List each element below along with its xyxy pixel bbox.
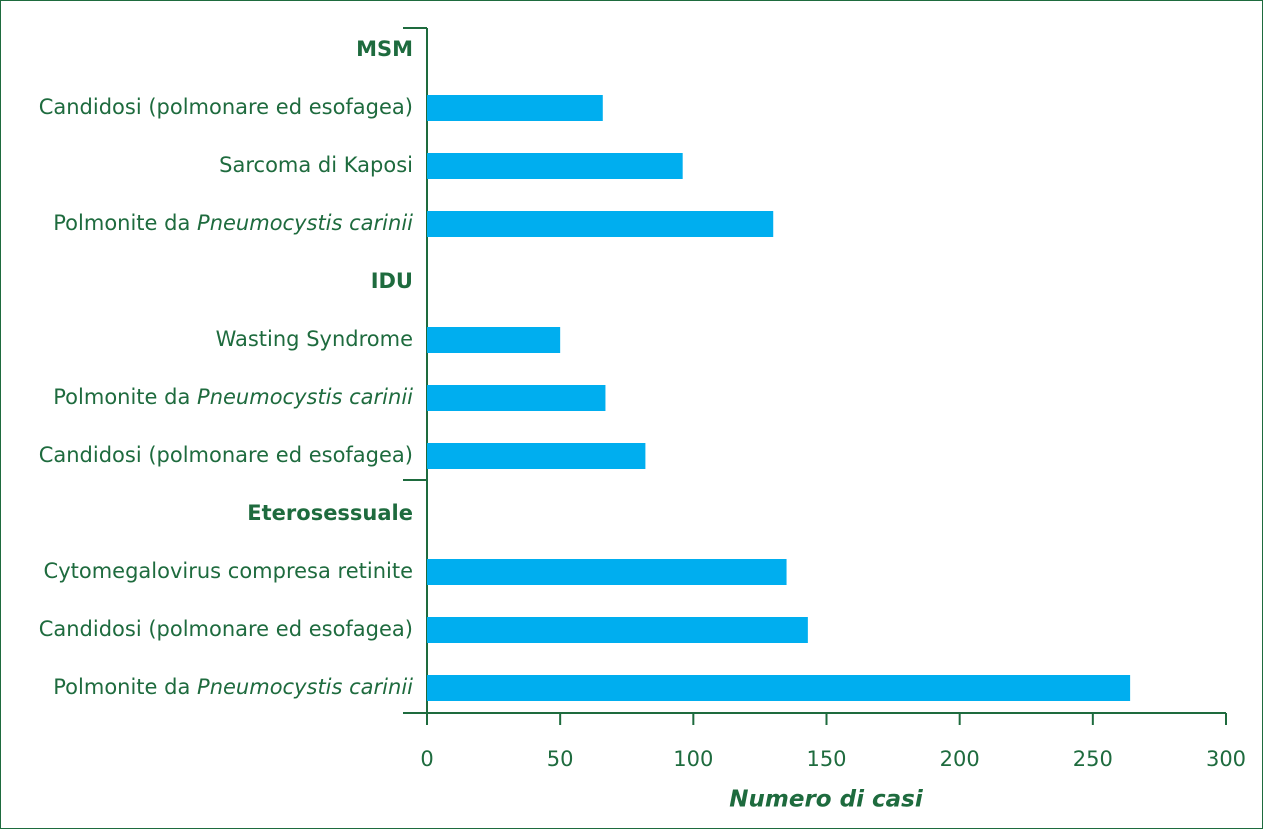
x-tick-label: 250 [1073,747,1113,771]
x-tick-label: 300 [1206,747,1246,771]
label-part: Polmonite da [53,211,190,235]
label-part: Pneumocystis carinii [197,211,413,235]
x-tick-label: 200 [940,747,980,771]
x-axis-label: Numero di casi [729,787,924,813]
bar [427,617,808,643]
y-tick-label: Polmonite da Pneumocystis carinii [53,385,413,409]
label-part: Polmonite da [53,385,190,409]
bar [427,385,606,411]
y-tick-label: Wasting Syndrome [216,327,413,351]
y-tick-label: Cytomegalovirus compresa retinite [44,559,413,583]
x-tick-label: 50 [547,747,574,771]
bar [427,95,603,121]
label-part: Pneumocystis carinii [197,675,413,699]
group-label: MSM [356,37,413,61]
x-tick-label: 0 [420,747,433,771]
bar [427,211,774,237]
group-label: Eterosessuale [247,501,413,525]
y-tick-label: Candidosi (polmonare ed esofagea) [39,617,413,641]
group-label: IDU [371,269,413,293]
y-tick-label: Candidosi (polmonare ed esofagea) [39,95,413,119]
y-tick-label: Polmonite da Pneumocystis carinii [53,675,413,699]
y-tick-label: Sarcoma di Kaposi [219,153,413,177]
y-tick-label: Candidosi (polmonare ed esofagea) [39,443,413,467]
bar [427,153,683,179]
y-tick-label: Polmonite da Pneumocystis carinii [53,211,413,235]
label-part: Polmonite da [53,675,190,699]
bar [427,327,561,353]
bar [427,443,646,469]
bar [427,559,787,585]
label-part: Pneumocystis carinii [197,385,413,409]
bar [427,675,1131,701]
x-tick-label: 150 [806,747,846,771]
x-tick-label: 100 [673,747,713,771]
